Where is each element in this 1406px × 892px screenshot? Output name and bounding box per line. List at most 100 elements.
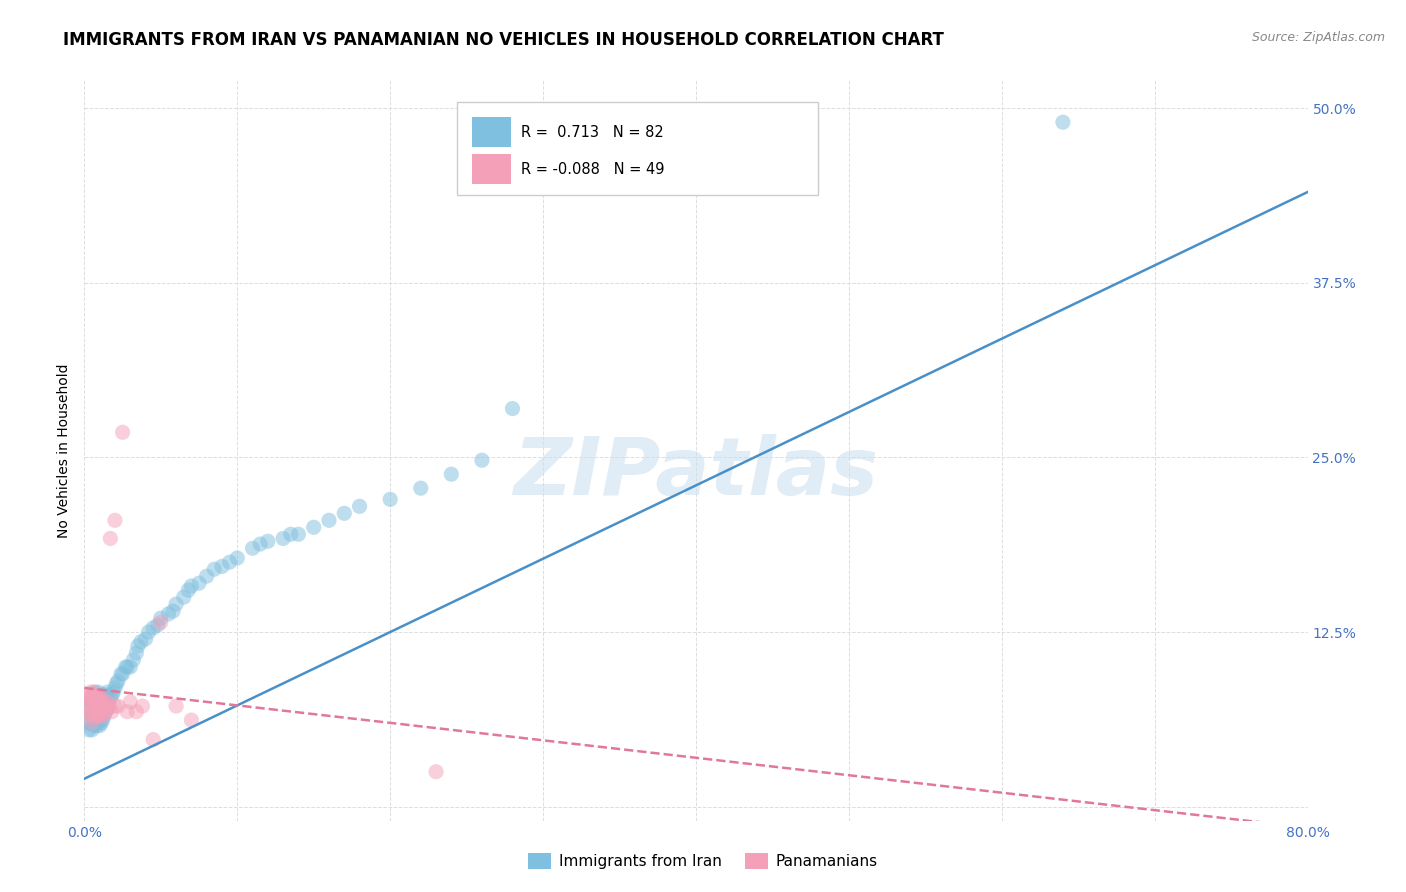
Point — [142, 621, 165, 635]
Point — [90, 690, 112, 705]
Point — [105, 677, 128, 691]
Point — [104, 513, 127, 527]
Point — [77, 723, 100, 737]
Point — [86, 709, 108, 723]
Point — [110, 667, 132, 681]
Text: R =  0.713   N = 82: R = 0.713 N = 82 — [522, 125, 664, 140]
Point — [180, 579, 202, 593]
Point — [165, 699, 187, 714]
Point — [409, 481, 432, 495]
Point — [142, 732, 165, 747]
Point — [94, 688, 117, 702]
Point — [79, 685, 101, 699]
Point — [91, 695, 114, 709]
Point — [129, 635, 152, 649]
Point — [86, 699, 108, 714]
Point — [90, 695, 112, 709]
Point — [318, 513, 340, 527]
Point — [83, 688, 105, 702]
Point — [135, 632, 157, 646]
Point — [90, 705, 112, 719]
Point — [111, 425, 134, 440]
Point — [87, 685, 110, 699]
Point — [93, 705, 115, 719]
Point — [425, 764, 447, 779]
Point — [195, 569, 218, 583]
Point — [79, 705, 101, 719]
Point — [93, 709, 115, 723]
Point — [79, 695, 101, 709]
Point — [218, 555, 240, 569]
Point — [157, 607, 180, 621]
Point — [188, 576, 211, 591]
Point — [115, 705, 138, 719]
Point — [96, 685, 118, 699]
Point — [90, 715, 112, 730]
Point — [84, 690, 107, 705]
Point — [83, 685, 105, 699]
Point — [87, 709, 110, 723]
Point — [94, 699, 117, 714]
Point — [86, 719, 108, 733]
Point — [84, 699, 107, 714]
Point — [96, 702, 118, 716]
Point — [77, 709, 100, 723]
Point — [89, 695, 111, 709]
Point — [89, 709, 111, 723]
Point — [349, 500, 371, 514]
Point — [114, 660, 136, 674]
Point — [77, 702, 100, 716]
Point — [86, 690, 108, 705]
Point — [149, 615, 172, 630]
Point — [86, 702, 108, 716]
Point — [146, 618, 169, 632]
Point — [302, 520, 325, 534]
Point — [211, 559, 233, 574]
Point — [107, 699, 129, 714]
Point — [91, 713, 114, 727]
Point — [202, 562, 225, 576]
Point — [177, 583, 200, 598]
Text: ZIPatlas: ZIPatlas — [513, 434, 879, 512]
Point — [83, 709, 105, 723]
Point — [96, 702, 118, 716]
Point — [180, 713, 202, 727]
Point — [149, 611, 172, 625]
Point — [83, 705, 105, 719]
Point — [87, 695, 110, 709]
Point — [257, 534, 280, 549]
Point — [76, 715, 98, 730]
Point — [242, 541, 264, 556]
Point — [80, 695, 103, 709]
Point — [471, 453, 494, 467]
Point — [122, 653, 145, 667]
Point — [76, 702, 98, 716]
Point — [77, 688, 100, 702]
Point — [120, 660, 142, 674]
Point — [86, 688, 108, 702]
Point — [97, 699, 120, 714]
Point — [98, 690, 121, 705]
Text: R = -0.088   N = 49: R = -0.088 N = 49 — [522, 161, 665, 177]
Point — [84, 715, 107, 730]
Point — [91, 688, 114, 702]
Point — [87, 699, 110, 714]
Bar — [472, 118, 512, 147]
Point — [91, 709, 114, 723]
Point — [101, 688, 124, 702]
Point — [162, 604, 184, 618]
Point — [101, 705, 124, 719]
Point — [104, 699, 127, 714]
Point — [80, 723, 103, 737]
Point — [79, 715, 101, 730]
Point — [94, 705, 117, 719]
Point — [287, 527, 309, 541]
Point — [502, 401, 524, 416]
Point — [165, 597, 187, 611]
Point — [173, 590, 195, 604]
Point — [96, 695, 118, 709]
Point — [125, 646, 148, 660]
Legend: Immigrants from Iran, Panamanians: Immigrants from Iran, Panamanians — [523, 847, 883, 875]
Bar — [472, 154, 512, 184]
Point — [103, 685, 125, 699]
